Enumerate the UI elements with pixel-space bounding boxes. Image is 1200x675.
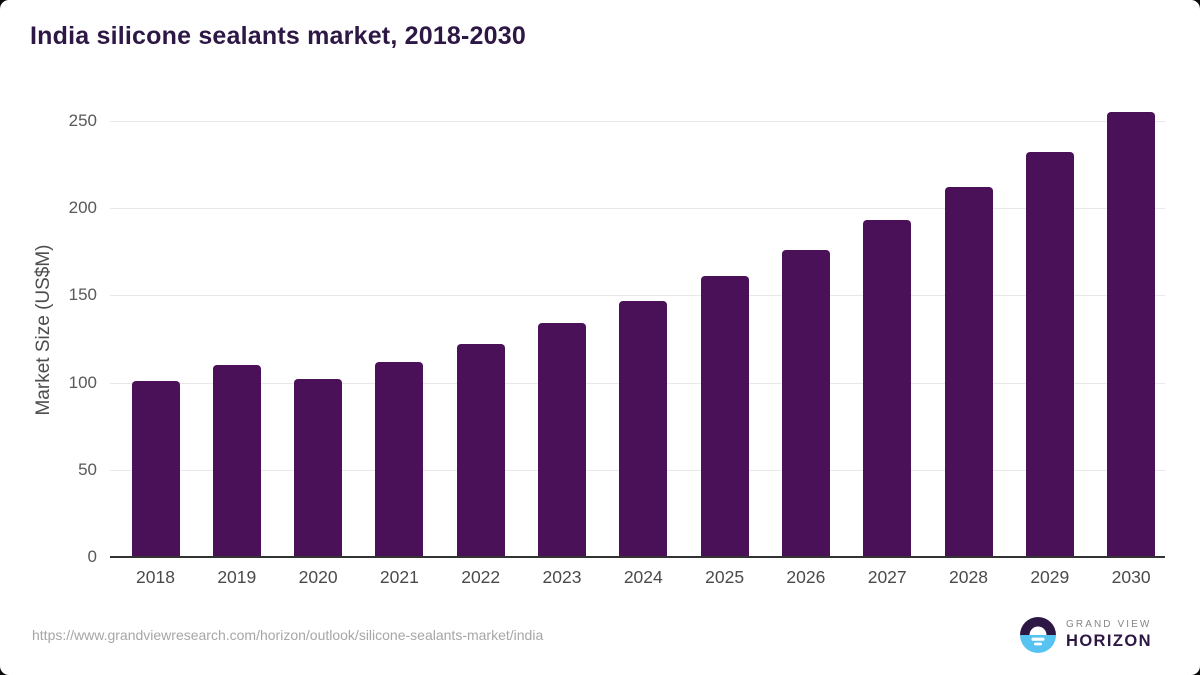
bar-2018[interactable] bbox=[131, 380, 180, 557]
x-tick-label-2023: 2023 bbox=[542, 567, 582, 587]
bar-2029[interactable] bbox=[1025, 152, 1074, 557]
x-tick-label-2027: 2027 bbox=[867, 567, 907, 587]
bar-2028[interactable] bbox=[944, 187, 993, 557]
bar-2020[interactable] bbox=[294, 379, 343, 557]
x-tick-label-2029: 2029 bbox=[1030, 567, 1070, 587]
chart-title: India silicone sealants market, 2018-203… bbox=[30, 22, 526, 50]
y-tick-label-100: 100 bbox=[68, 372, 97, 392]
y-tick-label-200: 200 bbox=[68, 198, 97, 218]
bar-2024[interactable] bbox=[619, 300, 668, 557]
y-tick-label-0: 0 bbox=[87, 547, 97, 566]
bar-2023[interactable] bbox=[538, 323, 586, 557]
y-tick-label-150: 150 bbox=[68, 285, 97, 305]
x-tick-label-2025: 2025 bbox=[705, 567, 745, 587]
bar-2026[interactable] bbox=[781, 250, 830, 557]
y-gridline-150 bbox=[110, 295, 1165, 297]
brand-logo: GRAND VIEW HORIZON bbox=[1019, 616, 1152, 654]
sun-over-water-icon bbox=[1020, 617, 1056, 653]
x-tick-label-2028: 2028 bbox=[949, 567, 988, 587]
x-tick-label-2024: 2024 bbox=[623, 567, 663, 587]
logo-product-name: HORIZON bbox=[1066, 632, 1152, 650]
bar-2030[interactable] bbox=[1107, 112, 1156, 557]
x-axis-line bbox=[110, 556, 1165, 558]
source-url: https://www.grandviewresearch.com/horizo… bbox=[32, 627, 544, 643]
y-gridline-200 bbox=[110, 208, 1165, 210]
x-tick-label-2022: 2022 bbox=[461, 567, 501, 587]
x-tick-label-2018: 2018 bbox=[136, 567, 175, 587]
logo-wordmark: GRAND VIEW HORIZON bbox=[1066, 619, 1152, 651]
bar-2021[interactable] bbox=[375, 361, 424, 557]
x-tick-label-2020: 2020 bbox=[298, 567, 338, 587]
bar-2027[interactable] bbox=[863, 220, 912, 557]
x-tick-label-2019: 2019 bbox=[217, 567, 257, 587]
logo-brand-name: GRAND VIEW bbox=[1066, 619, 1152, 630]
x-tick-label-2021: 2021 bbox=[379, 567, 419, 587]
bar-2019[interactable] bbox=[212, 365, 261, 557]
x-tick-label-2030: 2030 bbox=[1111, 567, 1151, 587]
y-tick-label-250: 250 bbox=[68, 111, 97, 130]
y-gridline-250 bbox=[110, 121, 1165, 122]
y-tick-label-50: 50 bbox=[78, 459, 97, 479]
x-tick-label-2026: 2026 bbox=[786, 567, 826, 587]
bar-2025[interactable] bbox=[700, 276, 749, 557]
bar-2022[interactable] bbox=[456, 344, 505, 557]
